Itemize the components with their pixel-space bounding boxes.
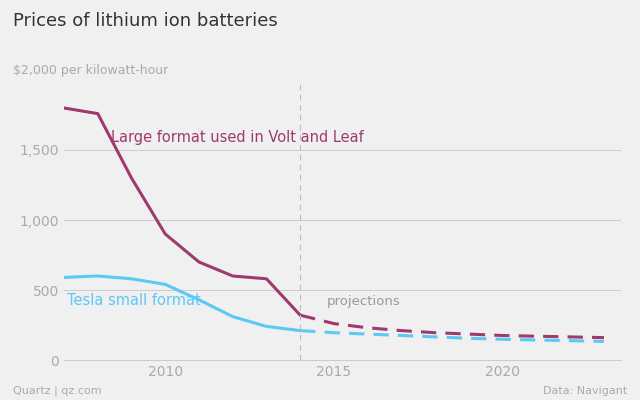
Text: Tesla small format: Tesla small format (67, 294, 201, 308)
Text: Large format used in Volt and Leaf: Large format used in Volt and Leaf (111, 130, 364, 144)
Text: Quartz | qz.com: Quartz | qz.com (13, 386, 101, 396)
Text: $2,000 per kilowatt-hour: $2,000 per kilowatt-hour (13, 64, 168, 77)
Text: Prices of lithium ion batteries: Prices of lithium ion batteries (13, 12, 278, 30)
Text: projections: projections (327, 295, 401, 308)
Text: Data: Navigant: Data: Navigant (543, 386, 627, 396)
